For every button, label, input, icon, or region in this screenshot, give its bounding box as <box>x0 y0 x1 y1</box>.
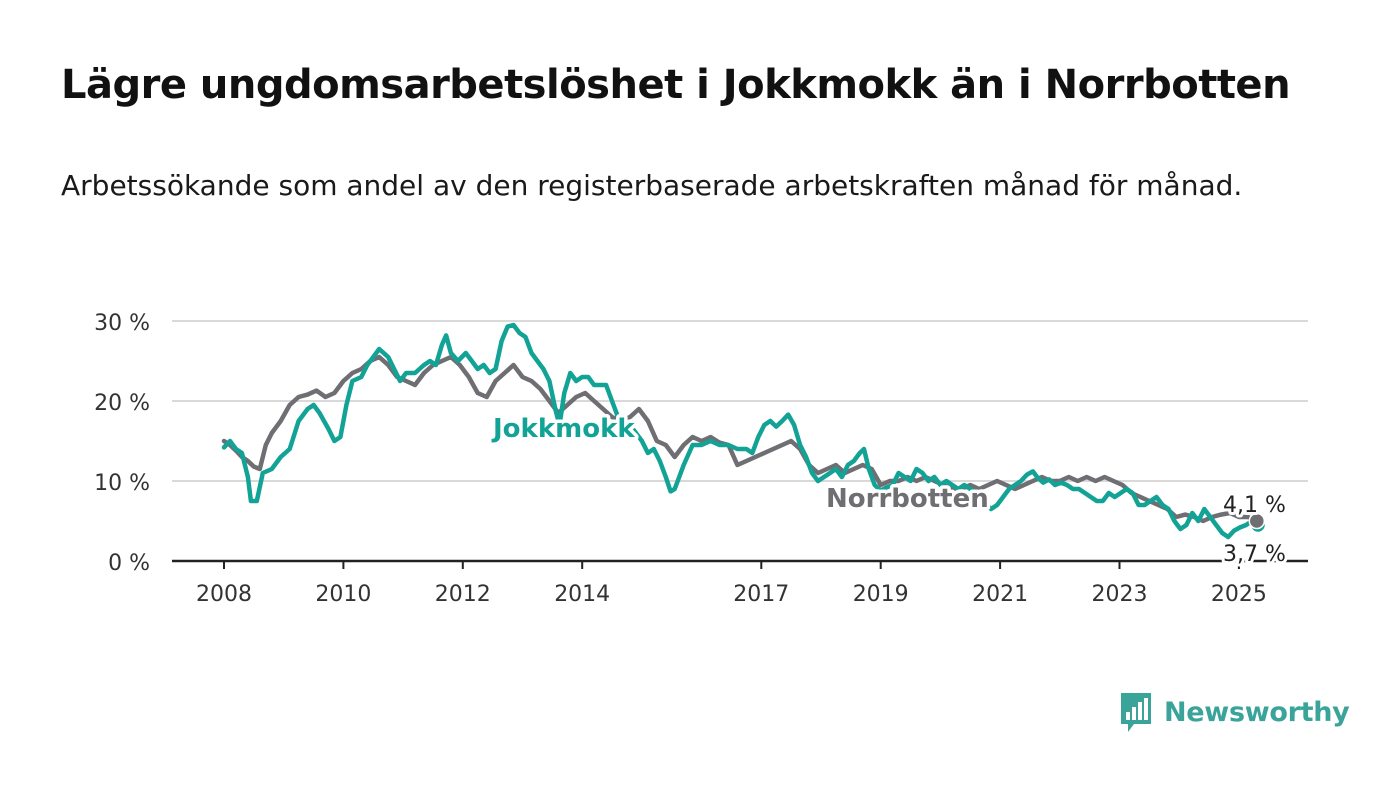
y-tick-label: 10 % <box>94 471 150 496</box>
series-end-marker-norrbotten <box>1248 512 1266 530</box>
x-tick-label: 2017 <box>733 582 789 607</box>
x-tick-label: 2010 <box>315 582 371 607</box>
x-tick-label: 2014 <box>554 582 610 607</box>
x-tick-label: 2025 <box>1211 582 1267 607</box>
end-value-label-norrbotten: 4,1 % <box>1223 493 1286 518</box>
end-value-label-jokkmokk: 3,7 % <box>1223 542 1286 567</box>
chart-subtitle: Arbetssökande som andel av den registerb… <box>61 169 1243 202</box>
brand-logo: Newsworthy <box>1118 690 1350 734</box>
x-tick-label: 2019 <box>853 582 909 607</box>
y-tick-label: 0 % <box>108 551 150 576</box>
x-tick-label: 2012 <box>435 582 491 607</box>
y-tick-label: 20 % <box>94 391 150 416</box>
series-line-norrbotten <box>221 354 1260 524</box>
newsworthy-logo-icon <box>1121 693 1151 732</box>
series-label-jokkmokk: Jokkmokk <box>491 414 635 444</box>
series-label-norrbotten: Norrbotten <box>826 484 989 514</box>
chart-title: Lägre ungdomsarbetslöshet i Jokkmokk än … <box>61 62 1291 108</box>
y-tick-label: 30 % <box>94 311 150 336</box>
x-tick-label: 2023 <box>1092 582 1148 607</box>
x-tick-label: 2021 <box>972 582 1028 607</box>
brand-name: Newsworthy <box>1164 696 1350 728</box>
series-line-jokkmokk <box>221 322 1261 540</box>
x-tick-label: 2008 <box>196 582 252 607</box>
